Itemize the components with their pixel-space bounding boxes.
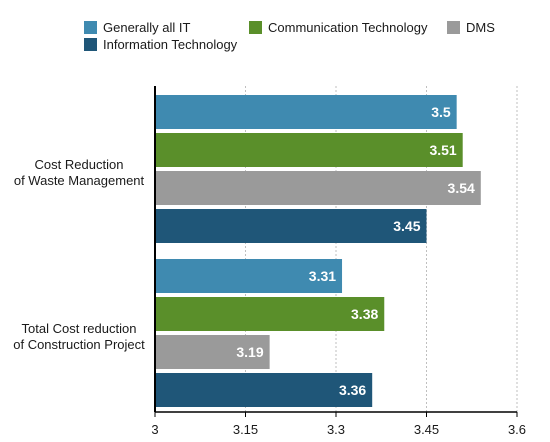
bar-value-label: 3.19 [236,344,263,360]
bar [155,259,343,293]
legend-item-dms: DMS [447,20,495,35]
legend: Generally all IT Information Technology … [0,0,550,60]
bar [155,373,373,407]
legend-item-information-technology: Information Technology [84,37,237,52]
legend-item-generally-all-it: Generally all IT [84,20,190,35]
x-tick-label: 3.45 [414,422,439,437]
x-tick-label: 3.15 [233,422,258,437]
bar [155,297,385,331]
bar-value-label: 3.31 [309,268,336,284]
legend-label: DMS [466,20,495,35]
x-tick-label: 3.3 [327,422,345,437]
category-label: Total Cost reduction of Construction Pro… [13,321,145,352]
bar [155,133,463,167]
bar [155,335,270,369]
bar [155,209,427,243]
bar-value-label: 3.45 [393,218,420,234]
x-tick-label: 3 [151,422,158,437]
bar-value-label: 3.5 [431,104,451,120]
legend-swatch [84,21,97,34]
bar-value-label: 3.36 [339,382,366,398]
legend-swatch [447,21,460,34]
legend-label: Information Technology [103,37,238,52]
legend-swatch [84,38,97,51]
bar-value-label: 3.54 [448,180,475,196]
bar-value-label: 3.51 [429,142,456,158]
legend-item-communication-technology: Communication Technology [249,20,427,35]
legend-label: Communication Technology [268,20,428,35]
bar [155,95,457,129]
bar [155,171,481,205]
category-label: Cost Reduction of Waste Management [13,157,145,188]
legend-label: Generally all IT [103,20,191,35]
x-tick-label: 3.6 [508,422,526,437]
bar-value-label: 3.38 [351,306,378,322]
legend-swatch [249,21,262,34]
